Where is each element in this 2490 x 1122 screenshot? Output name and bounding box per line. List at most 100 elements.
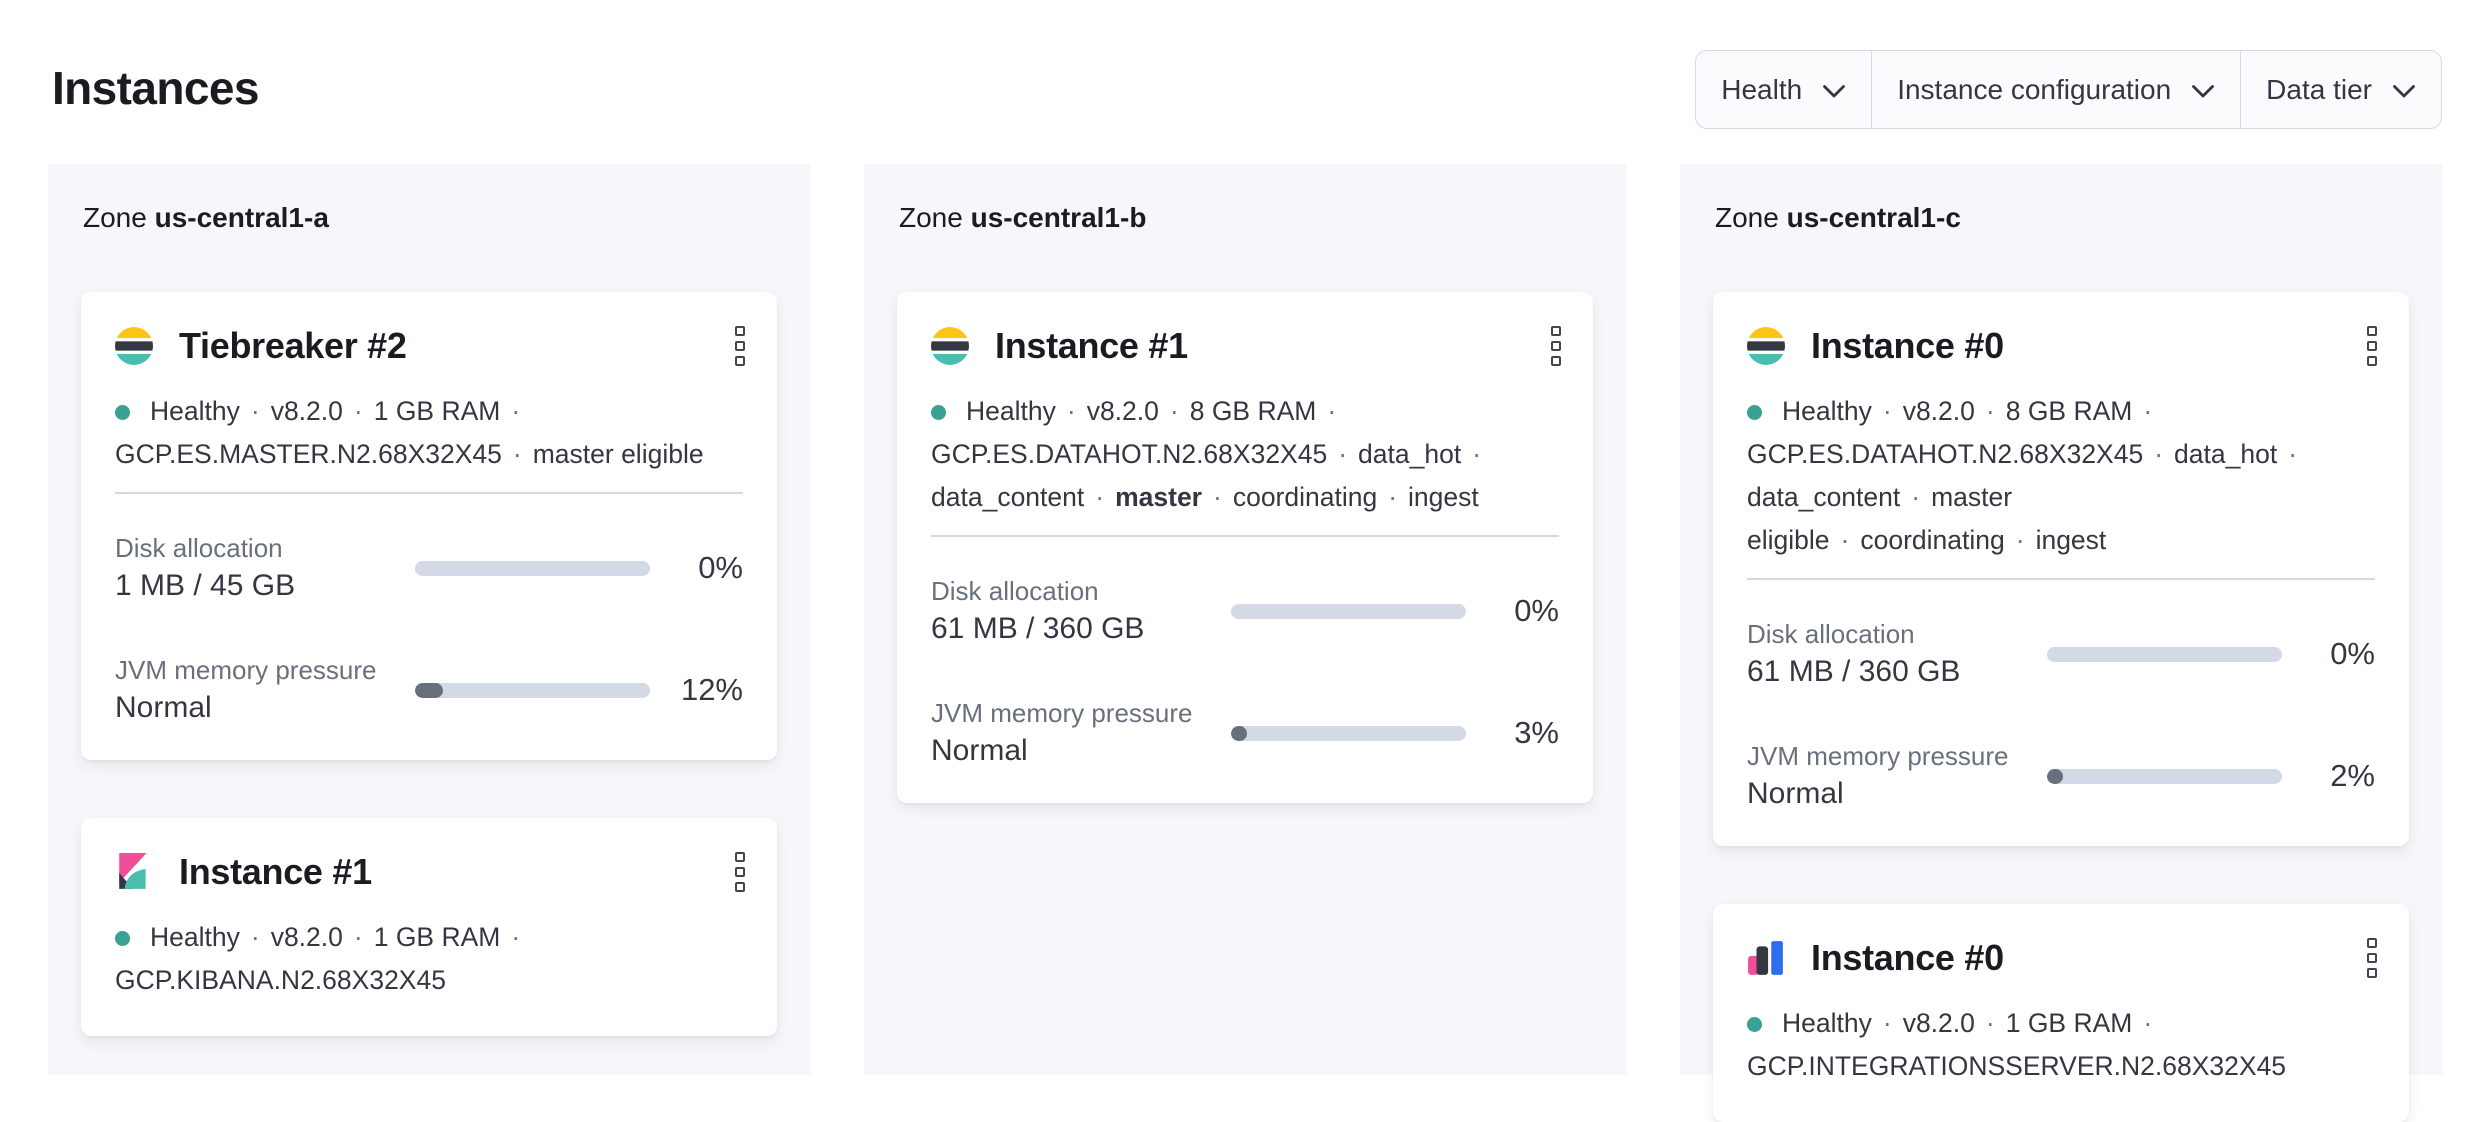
meta-segment: v8.2.0: [270, 396, 343, 426]
card-title-row: Instance #0: [1747, 324, 2375, 368]
meta-segment: master: [1115, 482, 1202, 512]
meta-line: GCP.INTEGRATIONSSERVER.N2.68X32X45: [1747, 1045, 2375, 1088]
card-metrics: Disk allocation 61 MB / 360 GB 0% JVM me…: [1747, 618, 2375, 812]
card-title: Tiebreaker #2: [179, 325, 407, 366]
filter-instance-configuration-button[interactable]: Instance configuration: [1871, 51, 2240, 128]
card-actions-kebab-button[interactable]: [2359, 318, 2385, 374]
meta-segment: 8 GB RAM: [2005, 396, 2133, 426]
filter-label: Instance configuration: [1897, 73, 2172, 105]
card-title: Instance #1: [179, 851, 372, 892]
card-meta: Healthy · v8.2.0 · 8 GB RAM · GCP.ES.DATAHOT.N…: [1747, 390, 2375, 562]
meta-separator: ·: [353, 396, 363, 426]
card-title: Instance #0: [1811, 937, 2004, 978]
meta-segment: Healthy: [1782, 396, 1872, 426]
page-title: Instances: [52, 62, 259, 114]
metric-percent: 0%: [2330, 636, 2375, 671]
meta-segment: GCP.KIBANA.N2.68X32X45: [115, 965, 446, 995]
card-divider: [931, 535, 1559, 537]
card-actions-kebab-button[interactable]: [727, 318, 753, 374]
health-status-dot: [115, 931, 130, 946]
meta-separator: ·: [1095, 482, 1105, 512]
meta-separator: ·: [1327, 396, 1337, 426]
metric-progress-bar: [415, 682, 650, 698]
meta-separator: ·: [1066, 396, 1076, 426]
metric-percent: 12%: [680, 672, 743, 707]
chevron-down-icon: [1823, 84, 1846, 97]
metric-label: Disk allocation: [931, 576, 1099, 606]
card-title: Instance #0: [1811, 325, 2004, 366]
metric-row: Disk allocation 61 MB / 360 GB 0%: [931, 575, 1559, 647]
card-actions-kebab-button[interactable]: [2359, 930, 2385, 986]
card-title-row: Instance #1: [115, 850, 743, 894]
zone-name: us-central1-b: [970, 202, 1147, 233]
card-actions-kebab-button[interactable]: [1543, 318, 1569, 374]
metric-value: Normal: [931, 734, 1028, 767]
health-status-dot: [931, 405, 946, 420]
meta-segment: 8 GB RAM: [1189, 396, 1317, 426]
meta-separator: ·: [2288, 439, 2298, 469]
filter-group: Health Instance configuration Data tier: [1695, 50, 2442, 129]
filter-health-button[interactable]: Health: [1696, 51, 1871, 128]
meta-line: GCP.KIBANA.N2.68X32X45: [115, 959, 743, 1002]
metric-percent: 0%: [698, 550, 743, 585]
zone-label: Zone: [83, 202, 147, 233]
zone-header: Zone us-central1-b: [899, 200, 1591, 236]
card-divider: [1747, 578, 2375, 580]
card-meta: Healthy · v8.2.0 · 1 GB RAM · GCP.INTEGRATIONS…: [1747, 1002, 2375, 1088]
meta-segment: coordinating: [1232, 482, 1378, 512]
instance-card: Tiebreaker #2 Healthy · v8.2.0 · 1 GB RAM · GC…: [81, 292, 777, 760]
meta-separator: ·: [1985, 1008, 1995, 1038]
metric-label: JVM memory pressure: [931, 698, 1193, 728]
meta-segment: Healthy: [1782, 1008, 1872, 1038]
kibana-logo-icon: [115, 853, 153, 891]
zone-cards: Instance #0 Healthy · v8.2.0 · 8 GB RAM · GCP.…: [1713, 292, 2409, 1122]
metric-value: Normal: [115, 691, 212, 724]
zone-panel: Zone us-central1-b Instance #1 Healthy · v…: [864, 164, 1626, 1075]
meta-separator: ·: [511, 922, 521, 952]
meta-segment: 1 GB RAM: [2005, 1008, 2133, 1038]
meta-line: Healthy · v8.2.0 · 1 GB RAM ·: [115, 390, 743, 433]
meta-separator: ·: [1882, 396, 1892, 426]
meta-segment: 1 GB RAM: [373, 922, 501, 952]
filter-data-tier-button[interactable]: Data tier: [2240, 51, 2441, 128]
chevron-down-icon: [2192, 84, 2215, 97]
meta-segment: data_content: [1747, 482, 1901, 512]
zone-header: Zone us-central1-a: [83, 200, 775, 236]
meta-segment: v8.2.0: [1086, 396, 1159, 426]
metric-row: JVM memory pressure Normal 3%: [931, 697, 1559, 769]
meta-separator: ·: [2143, 396, 2153, 426]
zone-panel: Zone us-central1-c Instance #0 Healthy · v…: [1680, 164, 2442, 1122]
meta-separator: ·: [250, 922, 260, 952]
meta-segment: Healthy: [150, 922, 240, 952]
meta-segment: Healthy: [150, 396, 240, 426]
zone-label: Zone: [899, 202, 963, 233]
metric-percent: 2%: [2330, 758, 2375, 793]
filter-label: Data tier: [2266, 73, 2372, 105]
meta-segment: GCP.ES.DATAHOT.N2.68X32X45: [931, 439, 1328, 469]
zones: Zone us-central1-a Tiebreaker #2 Healthy…: [48, 164, 2442, 1122]
elasticsearch-logo-icon: [1747, 327, 1785, 365]
meta-separator: ·: [512, 439, 522, 469]
metric-row: Disk allocation 61 MB / 360 GB 0%: [1747, 618, 2375, 690]
card-metrics: Disk allocation 1 MB / 45 GB 0% JVM memo…: [115, 532, 743, 726]
filter-label: Health: [1721, 73, 1803, 105]
chevron-down-icon: [2393, 84, 2415, 97]
metric-row: JVM memory pressure Normal 12%: [115, 654, 743, 726]
elasticsearch-logo-icon: [931, 327, 969, 365]
meta-separator: ·: [1213, 482, 1222, 512]
instance-card: Instance #1 Healthy · v8.2.0 · 8 GB RAM · GCP.…: [897, 292, 1593, 803]
metric-label: JVM memory pressure: [1747, 741, 2009, 771]
card-title: Instance #1: [995, 325, 1188, 366]
zone-label: Zone: [1715, 202, 1779, 233]
instances-page: Instances Health Instance configuration …: [48, 50, 2442, 1122]
card-actions-kebab-button[interactable]: [727, 844, 753, 900]
card-metrics: Disk allocation 61 MB / 360 GB 0% JVM me…: [931, 575, 1559, 769]
meta-segment: ingest: [1408, 482, 1479, 512]
meta-segment: v8.2.0: [270, 922, 343, 952]
metric-progress-bar: [2047, 768, 2282, 784]
metric-progress-bar: [1231, 603, 1466, 619]
instance-card: Instance #0 Healthy · v8.2.0 · 8 GB RAM · GCP.…: [1713, 292, 2409, 846]
meta-separator: ·: [1840, 525, 1850, 555]
meta-line: Healthy · v8.2.0 · 8 GB RAM ·: [1747, 390, 2375, 433]
zone-header: Zone us-central1-c: [1715, 200, 2407, 236]
